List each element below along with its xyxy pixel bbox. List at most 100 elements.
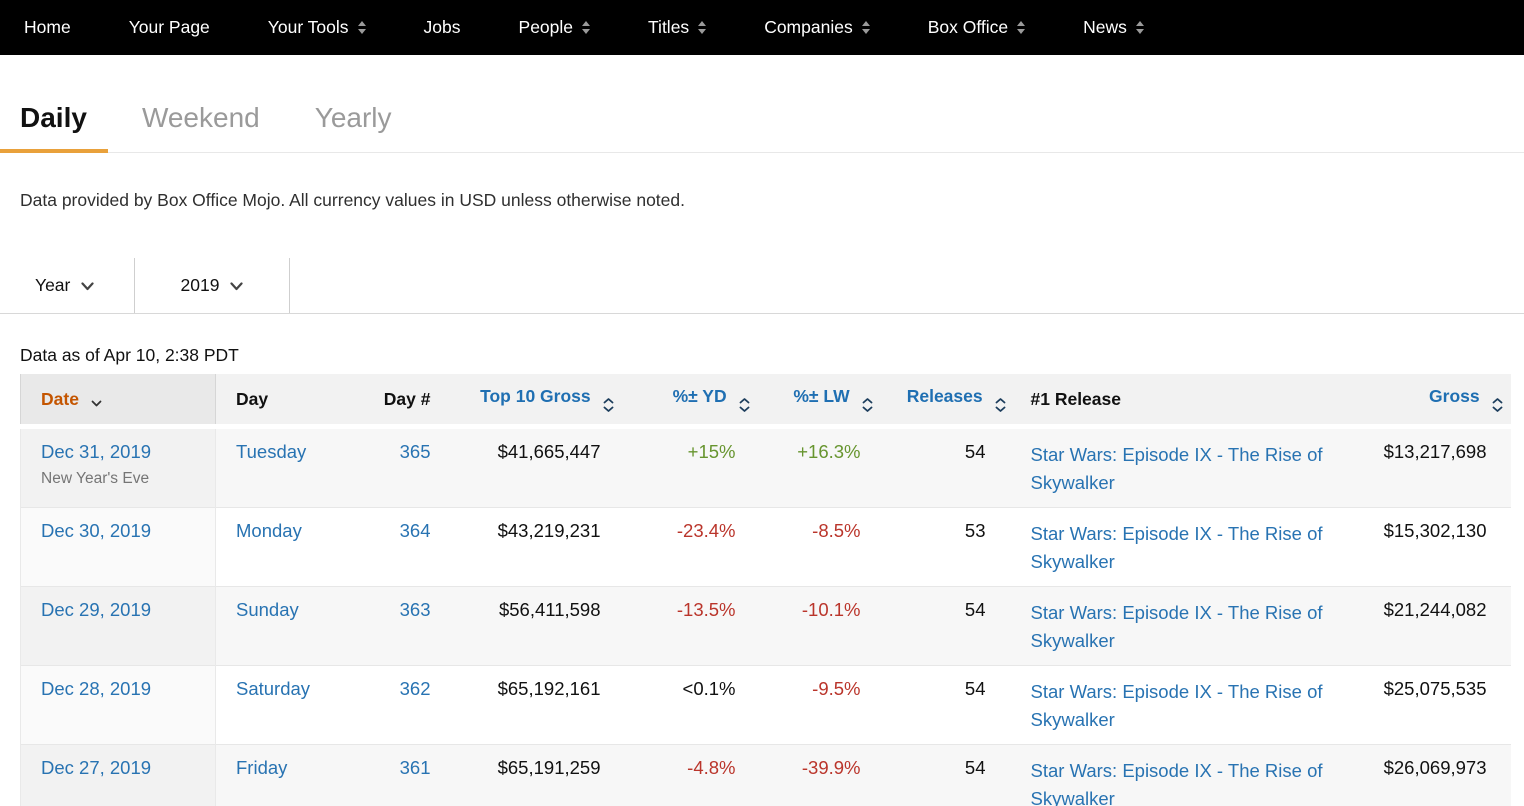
day-number-link[interactable]: 363 <box>400 599 431 620</box>
filter-year-value: 2019 <box>181 275 220 296</box>
day-cell: Sunday <box>216 587 361 666</box>
day-cell: Monday <box>216 508 361 587</box>
nav-item-label: Box Office <box>928 17 1008 38</box>
chevron-down-icon <box>81 275 94 296</box>
date-link[interactable]: Dec 30, 2019 <box>41 520 151 541</box>
nav-item-titles[interactable]: Titles <box>648 17 706 38</box>
column-header-day-number: Day # <box>361 374 441 427</box>
nav-item-news[interactable]: News <box>1083 17 1144 38</box>
day-number-cell: 364 <box>361 508 441 587</box>
pct-yd-cell: -13.5% <box>626 587 756 666</box>
top10-gross-cell: $43,219,231 <box>441 508 626 587</box>
table-row: Dec 31, 2019 New Year's Eve Tuesday 365 … <box>21 427 1511 508</box>
column-header-label: #1 Release <box>1031 389 1122 409</box>
chevron-down-icon <box>230 275 243 296</box>
date-cell: Dec 31, 2019 New Year's Eve <box>21 427 216 508</box>
column-header-number-one-release: #1 Release <box>1011 374 1331 427</box>
gross-cell: $15,302,130 <box>1331 508 1511 587</box>
nav-item-people[interactable]: People <box>519 17 591 38</box>
pct-lw-value: -8.5% <box>812 520 860 541</box>
release-title-link[interactable]: Star Wars: Episode IX - The Rise of Skyw… <box>1031 520 1331 576</box>
holiday-note: New Year's Eve <box>41 470 215 488</box>
date-link[interactable]: Dec 31, 2019 <box>41 441 151 462</box>
nav-item-label: Companies <box>764 17 853 38</box>
release-title-link[interactable]: Star Wars: Episode IX - The Rise of Skyw… <box>1031 441 1331 497</box>
tab-yearly[interactable]: Yearly <box>315 55 392 152</box>
day-link[interactable]: Friday <box>236 757 287 778</box>
date-cell: Dec 29, 2019 <box>21 587 216 666</box>
filter-type-dropdown[interactable]: Year <box>0 258 135 313</box>
release-title-link[interactable]: Star Wars: Episode IX - The Rise of Skyw… <box>1031 757 1331 806</box>
nav-item-your-tools[interactable]: Your Tools <box>268 17 366 38</box>
number-one-release-cell: Star Wars: Episode IX - The Rise of Skyw… <box>1011 427 1331 508</box>
pct-yd-value: -4.8% <box>687 757 735 778</box>
column-header-pct-yd[interactable]: %± YD <box>626 374 756 427</box>
sort-arrows-icon <box>582 21 590 34</box>
day-link[interactable]: Monday <box>236 520 302 541</box>
number-one-release-cell: Star Wars: Episode IX - The Rise of Skyw… <box>1011 587 1331 666</box>
nav-item-home[interactable]: Home <box>24 17 71 38</box>
column-header-label: Top 10 Gross <box>480 386 591 406</box>
number-one-release-cell: Star Wars: Episode IX - The Rise of Skyw… <box>1011 508 1331 587</box>
column-header-pct-lw[interactable]: %± LW <box>756 374 881 427</box>
tab-weekend[interactable]: Weekend <box>142 55 260 152</box>
pct-lw-cell: +16.3% <box>756 427 881 508</box>
pct-lw-cell: -8.5% <box>756 508 881 587</box>
gross-cell: $21,244,082 <box>1331 587 1511 666</box>
provider-note: Data provided by Box Office Mojo. All cu… <box>20 190 1524 211</box>
day-number-link[interactable]: 361 <box>400 757 431 778</box>
nav-item-jobs[interactable]: Jobs <box>424 17 461 38</box>
top10-gross-cell: $65,191,259 <box>441 745 626 806</box>
pct-lw-value: -10.1% <box>802 599 861 620</box>
date-link[interactable]: Dec 27, 2019 <box>41 757 151 778</box>
sort-both-icon <box>603 398 614 412</box>
nav-item-companies[interactable]: Companies <box>764 17 870 38</box>
column-header-top10-gross[interactable]: Top 10 Gross <box>441 374 626 427</box>
day-number-cell: 362 <box>361 666 441 745</box>
day-number-cell: 363 <box>361 587 441 666</box>
releases-cell: 53 <box>881 508 1011 587</box>
nav-item-label: Jobs <box>424 17 461 38</box>
nav-item-box-office[interactable]: Box Office <box>928 17 1025 38</box>
releases-cell: 54 <box>881 666 1011 745</box>
pct-lw-cell: -9.5% <box>756 666 881 745</box>
sort-arrows-icon <box>698 21 706 34</box>
pct-yd-cell: -23.4% <box>626 508 756 587</box>
gross-cell: $13,217,698 <box>1331 427 1511 508</box>
releases-cell: 54 <box>881 745 1011 806</box>
column-header-label: Day <box>236 389 268 409</box>
day-link[interactable]: Sunday <box>236 599 299 620</box>
column-header-gross[interactable]: Gross <box>1331 374 1511 427</box>
day-number-link[interactable]: 365 <box>400 441 431 462</box>
column-header-date[interactable]: Date <box>21 374 216 427</box>
sort-both-icon <box>739 398 750 412</box>
nav-item-label: Your Tools <box>268 17 349 38</box>
number-one-release-cell: Star Wars: Episode IX - The Rise of Skyw… <box>1011 745 1331 806</box>
filter-year-dropdown[interactable]: 2019 <box>135 258 290 313</box>
releases-cell: 54 <box>881 427 1011 508</box>
sort-arrows-icon <box>1136 21 1144 34</box>
tab-daily[interactable]: Daily <box>20 55 87 152</box>
release-title-link[interactable]: Star Wars: Episode IX - The Rise of Skyw… <box>1031 678 1331 734</box>
nav-item-label: People <box>519 17 574 38</box>
top-navigation: Home Your Page Your Tools Jobs People Ti… <box>0 0 1524 55</box>
release-title-link[interactable]: Star Wars: Episode IX - The Rise of Skyw… <box>1031 599 1331 655</box>
column-header-releases[interactable]: Releases <box>881 374 1011 427</box>
releases-cell: 54 <box>881 587 1011 666</box>
period-tabs: Daily Weekend Yearly <box>0 55 1524 153</box>
day-number-cell: 365 <box>361 427 441 508</box>
gross-cell: $25,075,535 <box>1331 666 1511 745</box>
date-link[interactable]: Dec 28, 2019 <box>41 678 151 699</box>
day-link[interactable]: Saturday <box>236 678 310 699</box>
date-cell: Dec 28, 2019 <box>21 666 216 745</box>
date-link[interactable]: Dec 29, 2019 <box>41 599 151 620</box>
day-number-link[interactable]: 364 <box>400 520 431 541</box>
nav-item-your-page[interactable]: Your Page <box>129 17 210 38</box>
sort-desc-icon <box>91 400 102 407</box>
sort-both-icon <box>862 398 873 412</box>
nav-item-label: News <box>1083 17 1127 38</box>
day-link[interactable]: Tuesday <box>236 441 306 462</box>
date-cell: Dec 27, 2019 <box>21 745 216 806</box>
sort-arrows-icon <box>862 21 870 34</box>
day-number-link[interactable]: 362 <box>400 678 431 699</box>
